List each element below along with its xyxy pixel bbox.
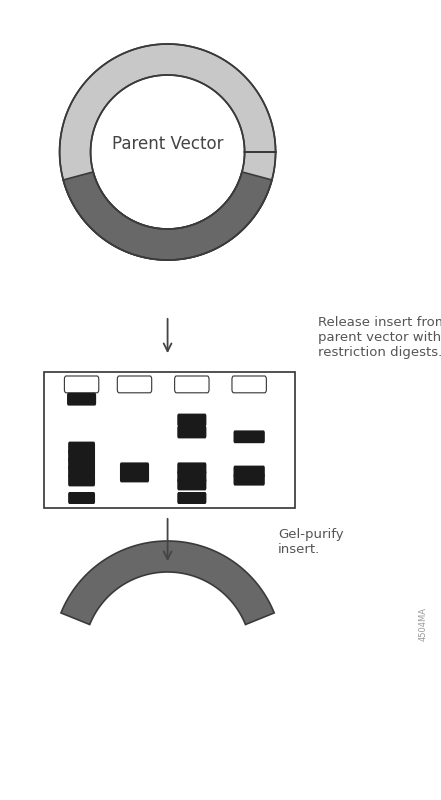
- FancyBboxPatch shape: [64, 376, 99, 393]
- FancyBboxPatch shape: [120, 462, 149, 474]
- Polygon shape: [60, 44, 276, 260]
- FancyBboxPatch shape: [67, 393, 96, 406]
- FancyBboxPatch shape: [177, 470, 206, 482]
- FancyBboxPatch shape: [232, 376, 266, 393]
- Polygon shape: [63, 172, 272, 260]
- FancyBboxPatch shape: [68, 466, 95, 478]
- FancyBboxPatch shape: [234, 430, 265, 443]
- FancyBboxPatch shape: [68, 458, 95, 470]
- Text: 4504MA: 4504MA: [419, 607, 428, 641]
- FancyBboxPatch shape: [68, 492, 95, 504]
- FancyBboxPatch shape: [120, 470, 149, 482]
- FancyBboxPatch shape: [177, 426, 206, 438]
- FancyBboxPatch shape: [234, 466, 265, 478]
- FancyBboxPatch shape: [175, 376, 209, 393]
- Text: Release insert from
parent vector with
restriction digests.: Release insert from parent vector with r…: [318, 316, 441, 359]
- FancyBboxPatch shape: [68, 474, 95, 486]
- Text: Parent Vector: Parent Vector: [112, 135, 223, 153]
- FancyBboxPatch shape: [234, 474, 265, 486]
- FancyBboxPatch shape: [68, 442, 95, 454]
- Bar: [44, 372, 295, 508]
- Text: Gel-purify
insert.: Gel-purify insert.: [278, 528, 344, 557]
- FancyBboxPatch shape: [68, 450, 95, 462]
- FancyBboxPatch shape: [177, 478, 206, 490]
- FancyBboxPatch shape: [177, 414, 206, 426]
- Polygon shape: [61, 541, 274, 625]
- FancyBboxPatch shape: [117, 376, 152, 393]
- FancyBboxPatch shape: [177, 492, 206, 504]
- FancyBboxPatch shape: [177, 462, 206, 474]
